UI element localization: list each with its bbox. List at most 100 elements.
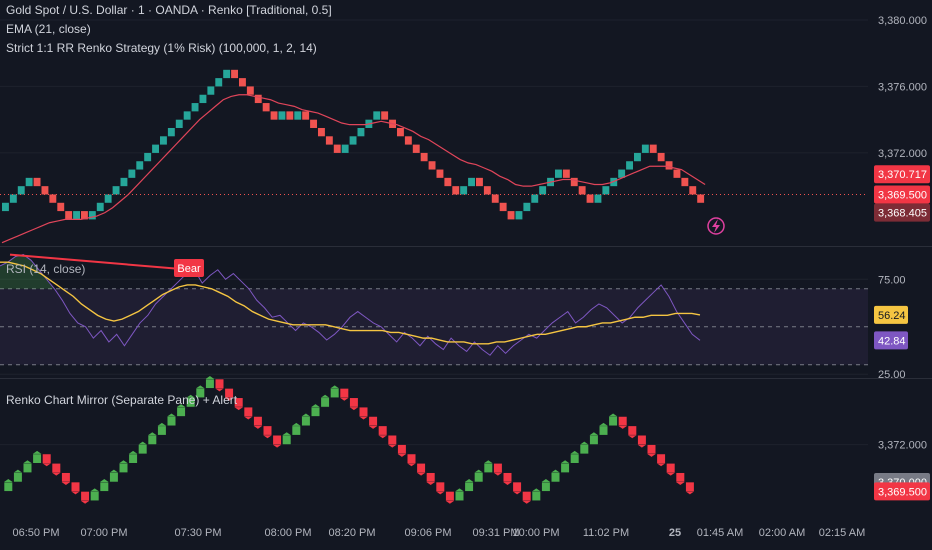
main-up-brick [515,211,523,220]
mirror-price-label-bg [874,482,930,501]
mirror-brick-cap [474,469,483,473]
main-down-brick [333,144,341,153]
mirror-down-brick [349,397,359,408]
time-axis-label: 09:31 PM [472,527,519,539]
mirror-up-brick [291,425,301,436]
main-down-brick [286,111,294,120]
main-up-brick [96,202,104,212]
mirror-down-brick [426,472,436,483]
main-price-label-bg [874,185,930,204]
mirror-brick-cap [589,432,599,436]
mirror-up-brick [598,425,609,436]
mirror-down-brick [416,462,426,473]
mirror-down-brick [70,481,81,492]
mirror-brick-cap [292,422,301,426]
time-axis-label: 02:00 AM [759,527,805,539]
main-down-brick [476,177,483,187]
mirror-up-brick [464,481,474,492]
mirror-brick-cap [176,404,186,408]
mirror-up-brick [3,481,13,492]
main-down-brick [452,186,460,195]
main-down-brick [397,127,404,137]
mirror-up-brick [531,491,541,502]
bear-label: Bear [177,263,201,275]
rsi-value-label: 42.84 [878,335,906,347]
mirror-down-brick [406,453,417,464]
mirror-price-label: 3,369.500 [878,486,927,498]
main-tick-label: 3,372.000 [878,148,927,160]
mirror-brick-cap [426,482,435,486]
mirror-brick-cap [656,463,666,467]
mirror-brick-cap [263,435,272,439]
main-up-brick [626,161,633,170]
mirror-down-brick [666,462,676,473]
mirror-brick-cap [215,388,224,392]
main-up-brick [641,144,649,153]
mirror-up-brick [589,434,599,445]
mirror-up-brick [560,462,570,473]
mirror-brick-cap [32,450,42,454]
mirror-brick-cap [436,491,445,495]
mirror-brick-cap [560,460,570,464]
mirror-down-brick [502,472,513,483]
mirror-brick-cap [455,488,464,492]
main-up-brick [175,119,183,128]
rsi-legend: RSI (14, close) [6,262,86,276]
mirror-brick-cap [522,500,531,504]
mirror-brick-cap [186,394,195,398]
main-down-brick [404,136,412,145]
main-down-brick [420,152,428,162]
lightning-icon [707,217,725,235]
mirror-up-brick [474,472,484,483]
mirror-brick-cap [282,432,291,436]
main-up-brick [167,127,175,137]
mirror-up-brick [176,406,186,417]
main-down-brick [254,94,262,104]
rsi-line [0,254,701,356]
mirror-brick-cap [628,435,637,439]
mirror-brick-cap [23,460,32,464]
mirror-brick-cap [599,422,608,426]
main-down-brick [697,194,705,203]
main-up-brick [357,127,365,137]
mirror-brick-cap [301,413,311,417]
mirror-brick-cap [493,472,503,476]
mirror-up-brick [301,416,311,427]
mirror-brick-cap [4,479,13,483]
mirror-up-brick [550,472,561,483]
time-axis-label: 01:45 AM [697,527,743,539]
main-up-brick [199,94,207,104]
main-up-brick [618,169,626,178]
main-down-brick [689,186,697,195]
main-down-brick [673,169,681,178]
mirror-brick-cap [100,479,109,483]
mirror-brick-cap [196,385,205,389]
main-down-brick [310,119,317,128]
main-up-brick [341,144,349,153]
time-axis-label: 10:00 PM [512,527,559,539]
mirror-brick-cap [637,444,647,448]
mirror-brick-cap [90,488,99,492]
main-up-brick [136,161,144,170]
mirror-down-brick [685,481,695,492]
mirror-up-brick [32,453,42,464]
symbol-legend: Gold Spot / U.S. Dollar · 1 · OANDA · Re… [6,3,332,17]
mirror-up-brick [118,462,129,473]
main-down-brick [562,169,570,178]
main-down-brick [65,211,73,220]
mirror-brick-cap [359,416,368,420]
main-down-brick [665,161,673,170]
mirror-up-brick [138,444,148,455]
time-axis-label: 02:15 AM [819,527,865,539]
main-down-brick [246,86,254,95]
main-up-brick [460,186,468,195]
mirror-down-brick [493,462,503,473]
mirror-up-brick [570,453,580,464]
mirror-down-brick [80,491,90,502]
mirror-brick-cap [349,407,359,411]
mirror-brick-cap [61,482,71,486]
bear-divergence-line [9,253,191,271]
mirror-down-brick [637,434,647,445]
mirror-up-brick [320,397,330,408]
